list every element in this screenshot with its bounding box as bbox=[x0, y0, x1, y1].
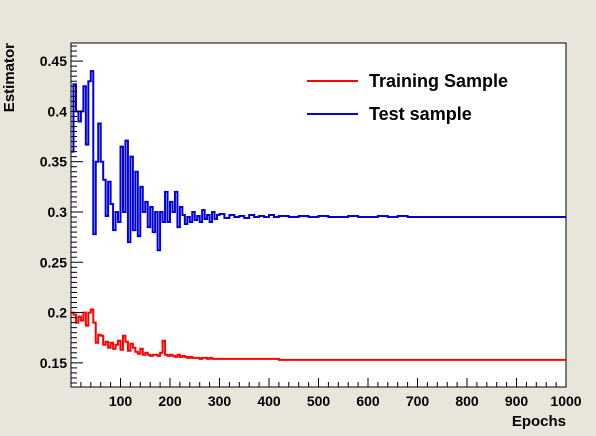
x-tick-label: 100 bbox=[109, 393, 133, 409]
legend: Training Sample Test sample bbox=[307, 71, 508, 124]
plot-area bbox=[70, 42, 567, 388]
x-tick-label: 800 bbox=[455, 393, 479, 409]
y-tick-label: 0.15 bbox=[40, 355, 67, 371]
y-tick-label: 0.2 bbox=[48, 305, 68, 321]
y-tick-label: 0.3 bbox=[48, 204, 68, 220]
x-tick-label: 500 bbox=[307, 393, 331, 409]
y-axis-ticks bbox=[71, 45, 83, 384]
legend-label-test: Test sample bbox=[369, 104, 472, 124]
x-tick-label: 600 bbox=[356, 393, 380, 409]
series-line-training bbox=[71, 308, 566, 361]
x-tick-label: 700 bbox=[406, 393, 430, 409]
y-axis-tick-labels: 0.15 0.2 0.25 0.3 0.35 0.4 0.45 bbox=[40, 53, 67, 371]
series-layer bbox=[71, 70, 566, 361]
y-tick-label: 0.4 bbox=[48, 103, 68, 119]
x-tick-label: 200 bbox=[158, 393, 182, 409]
series-line-test bbox=[71, 70, 566, 252]
x-tick-label: 400 bbox=[257, 393, 281, 409]
y-axis-label: Estimator bbox=[1, 43, 18, 112]
x-tick-label: 900 bbox=[505, 393, 529, 409]
x-tick-label: 300 bbox=[208, 393, 232, 409]
y-tick-label: 0.25 bbox=[40, 254, 67, 270]
x-axis-tick-labels: 100 200 300 400 500 600 700 800 900 1000 bbox=[109, 393, 582, 409]
x-axis-label: Epochs bbox=[512, 413, 566, 430]
y-tick-label: 0.45 bbox=[40, 53, 67, 69]
x-tick-label: 1000 bbox=[550, 393, 581, 409]
x-axis-ticks bbox=[80, 378, 567, 387]
legend-label-training: Training Sample bbox=[369, 71, 508, 91]
y-tick-label: 0.35 bbox=[40, 154, 67, 170]
